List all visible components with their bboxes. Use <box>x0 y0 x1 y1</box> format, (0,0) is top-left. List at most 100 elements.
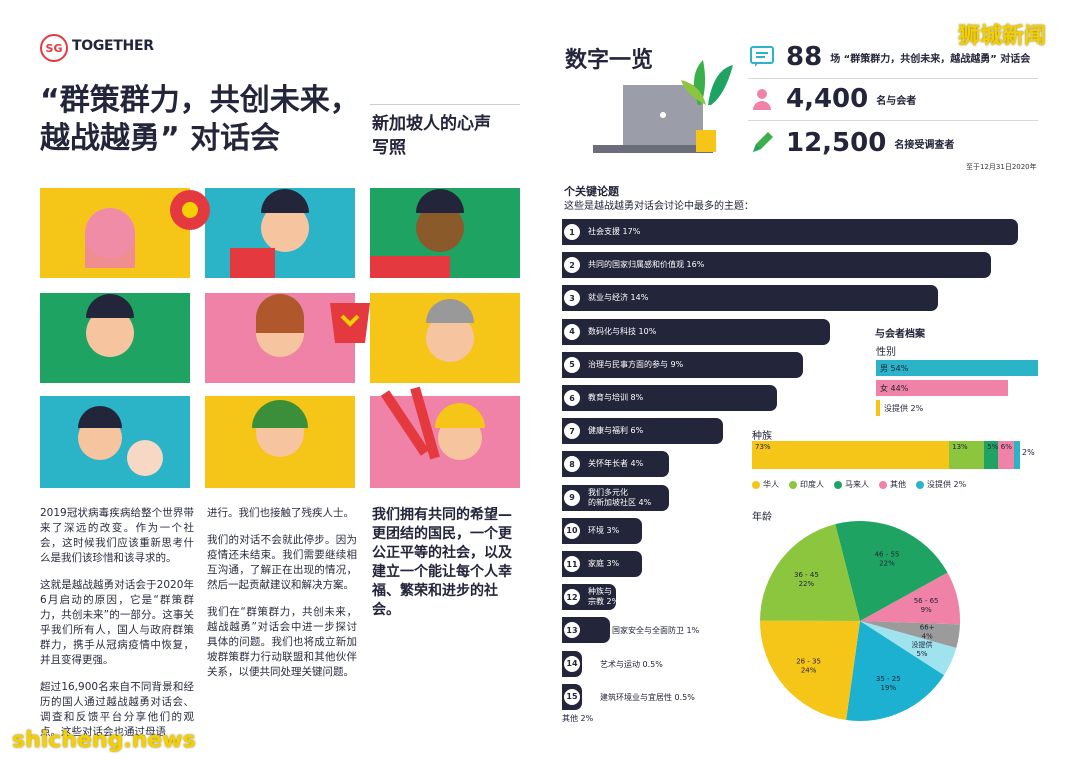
stat-label: 名与会者 <box>876 95 917 107</box>
legend-swatch <box>789 480 797 489</box>
legend-swatch <box>879 480 887 489</box>
body-column-1: 2019冠状病毒疾病给整个世界带来了深远的改变。作为一个社会，这时候我们应该重新… <box>40 506 194 752</box>
topic-bar: 9 我们多元化 的新加坡社区 4% <box>562 484 670 511</box>
stat-participants: 4,400 名与会者 <box>750 84 916 114</box>
topic-bar: 3 就业与经济 14% <box>562 285 938 312</box>
topic-bar: 10 环境 3% <box>562 517 643 544</box>
topic-bar: 11 家庭 3% <box>562 551 643 577</box>
topic-bar: 15 <box>562 683 582 710</box>
pie-value-label: 4% <box>922 632 933 640</box>
person-icon <box>753 89 771 110</box>
topic-rank: 14 <box>564 655 580 672</box>
topic-bar: 7 健康与福利 6% <box>562 418 723 445</box>
gender-bar: 没提供 2% <box>876 400 923 416</box>
stat-sessions: 88 场 “群策群力，共创未来，越战越勇” 对话会 <box>750 42 1030 72</box>
age-label: 年龄 <box>752 512 772 523</box>
topic-bar: 2 共同的国家归属感和价值观 16% <box>562 252 992 279</box>
gender-label: 性别 <box>876 347 896 358</box>
stat-label: 场 “群策群力，共创未来，越战越勇” 对话会 <box>830 53 1031 65</box>
legend-item: 马来人 <box>834 479 869 490</box>
race-segment: 73% <box>752 441 950 469</box>
profile-title: 与会者档案 <box>875 329 925 340</box>
topics-subtitle: 这些是越战越勇对话会讨论中最多的主题： <box>564 201 754 212</box>
pie-category-label: 没提供 <box>912 640 933 649</box>
topic-label: 治理与民事方面的参与 9% <box>588 359 684 369</box>
topic-rank: 9 <box>564 489 580 506</box>
topic-label: 教育与培训 8% <box>588 393 644 402</box>
pie-category-label: 26 - 35 <box>796 658 821 666</box>
body-paragraph: 这就是越战越勇对话会于2020年6月启动的原因，它是“群策群力，共创未来”的一部… <box>40 579 194 666</box>
topic-label: 家庭 3% <box>588 559 620 568</box>
laptop-plant-icon <box>593 60 733 153</box>
topic-bar: 1 社会支援 17% <box>562 219 1018 245</box>
race-small-label: 2% <box>1022 448 1035 457</box>
body-paragraph: 2019冠状病毒疾病给整个世界带来了深远的改变。作为一个社会，这时候我们应该重新… <box>40 507 194 564</box>
race-legend: 华人 印度人 马来人 其他 没提供 2% <box>752 479 966 490</box>
topic-label: 社会支援 17% <box>588 227 641 236</box>
legend-item: 印度人 <box>789 479 824 490</box>
stat-value: 88 <box>786 42 823 72</box>
race-segment: 5% <box>984 441 998 469</box>
stat-value: 4,400 <box>786 84 869 114</box>
body-paragraph: 我们在“群策群力，共创未来，越战越勇”对话会中进一步探讨具体的问题。我们也将成立… <box>207 606 357 678</box>
topic-rank: 11 <box>564 556 580 572</box>
topic-rank: 7 <box>564 423 580 440</box>
watermark-top: 狮城新闻 <box>958 24 1047 49</box>
topic-rank: 5 <box>564 356 580 373</box>
pie-slice <box>760 620 860 721</box>
topic-label: 艺术与运动 0.5% <box>600 659 663 669</box>
topic-rank: 15 <box>564 688 580 705</box>
watermark-bottom: shicheng.news <box>12 728 196 753</box>
body-paragraph: 进行。我们也接触了残疾人士。 <box>207 507 354 519</box>
legend-item: 其他 <box>879 479 906 490</box>
topic-label: 数码化与科技 10% <box>588 326 657 336</box>
subtitle-divider <box>370 104 520 105</box>
pie-slice <box>860 572 960 625</box>
pie-value-label: 22% <box>879 560 895 568</box>
body-column-2: 进行。我们也接触了残疾人士。 我们的对话不会就此停步。因为疫情还未结束。我们需要… <box>207 506 357 692</box>
pie-value-label: 5% <box>916 650 927 658</box>
topic-label: 种族与 宗教 2% <box>588 587 620 607</box>
pencil-icon <box>753 132 773 152</box>
race-segment: 13% <box>949 441 985 469</box>
pie-slice <box>835 521 948 621</box>
race-chart: 73% 13% 5% 6% <box>752 441 1020 469</box>
topic-rank: 3 <box>564 290 580 307</box>
topic-bar: 13 <box>562 617 610 644</box>
pie-category-label: 35 - 25 <box>876 675 901 683</box>
topic-rank: 13 <box>564 622 580 639</box>
pie-category-label: 36 - 45 <box>794 571 819 579</box>
legend-item: 华人 <box>752 479 779 490</box>
body-paragraph: 超过16,900名来自不同背景和经历的国人通过越战越勇对话会、调查和反馈平台分享… <box>40 681 194 738</box>
sg-logo-text: TOGETHER <box>72 38 154 54</box>
topics-title: 个关键论题 <box>564 185 619 198</box>
topic-bar: 12 种族与 宗教 2% <box>562 584 620 611</box>
stat-divider <box>748 78 1038 79</box>
topic-rank: 4 <box>564 323 580 340</box>
legend-swatch <box>916 480 924 489</box>
stat-divider <box>748 120 1038 121</box>
gender-bar: 女 44% <box>876 380 1008 396</box>
topic-bar: 6 教育与培训 8% <box>562 385 777 411</box>
chat-icon <box>750 46 774 67</box>
topic-rank: 12 <box>564 589 580 606</box>
legend-item: 没提供 2% <box>916 479 966 490</box>
topic-rank: 8 <box>564 456 580 473</box>
pie-value-label: 22% <box>799 580 815 588</box>
stat-value: 12,500 <box>786 128 887 158</box>
topic-bar: 4 数码化与科技 10% <box>562 318 831 345</box>
stat-respondents: 12,500 名接受调查者 <box>750 128 954 158</box>
pie-category-label: 56 - 65 <box>914 597 939 605</box>
topic-label: 共同的国家归属感和价值观 16% <box>588 260 705 270</box>
topic-label: 就业与经济 14% <box>588 293 649 303</box>
stat-label: 名接受调查者 <box>894 139 955 151</box>
race-segment: 6% <box>997 441 1014 469</box>
topic-label: 关怀年长者 4% <box>588 459 644 469</box>
people-illustration <box>40 188 520 488</box>
pie-category-label: 66+ <box>920 623 935 631</box>
topic-bar: 8 关怀年长者 4% <box>562 451 670 478</box>
pie-slice <box>760 524 860 621</box>
pie-slice <box>860 621 960 649</box>
pie-slice <box>846 621 945 721</box>
gender-bar: 男 54% <box>876 360 1038 376</box>
